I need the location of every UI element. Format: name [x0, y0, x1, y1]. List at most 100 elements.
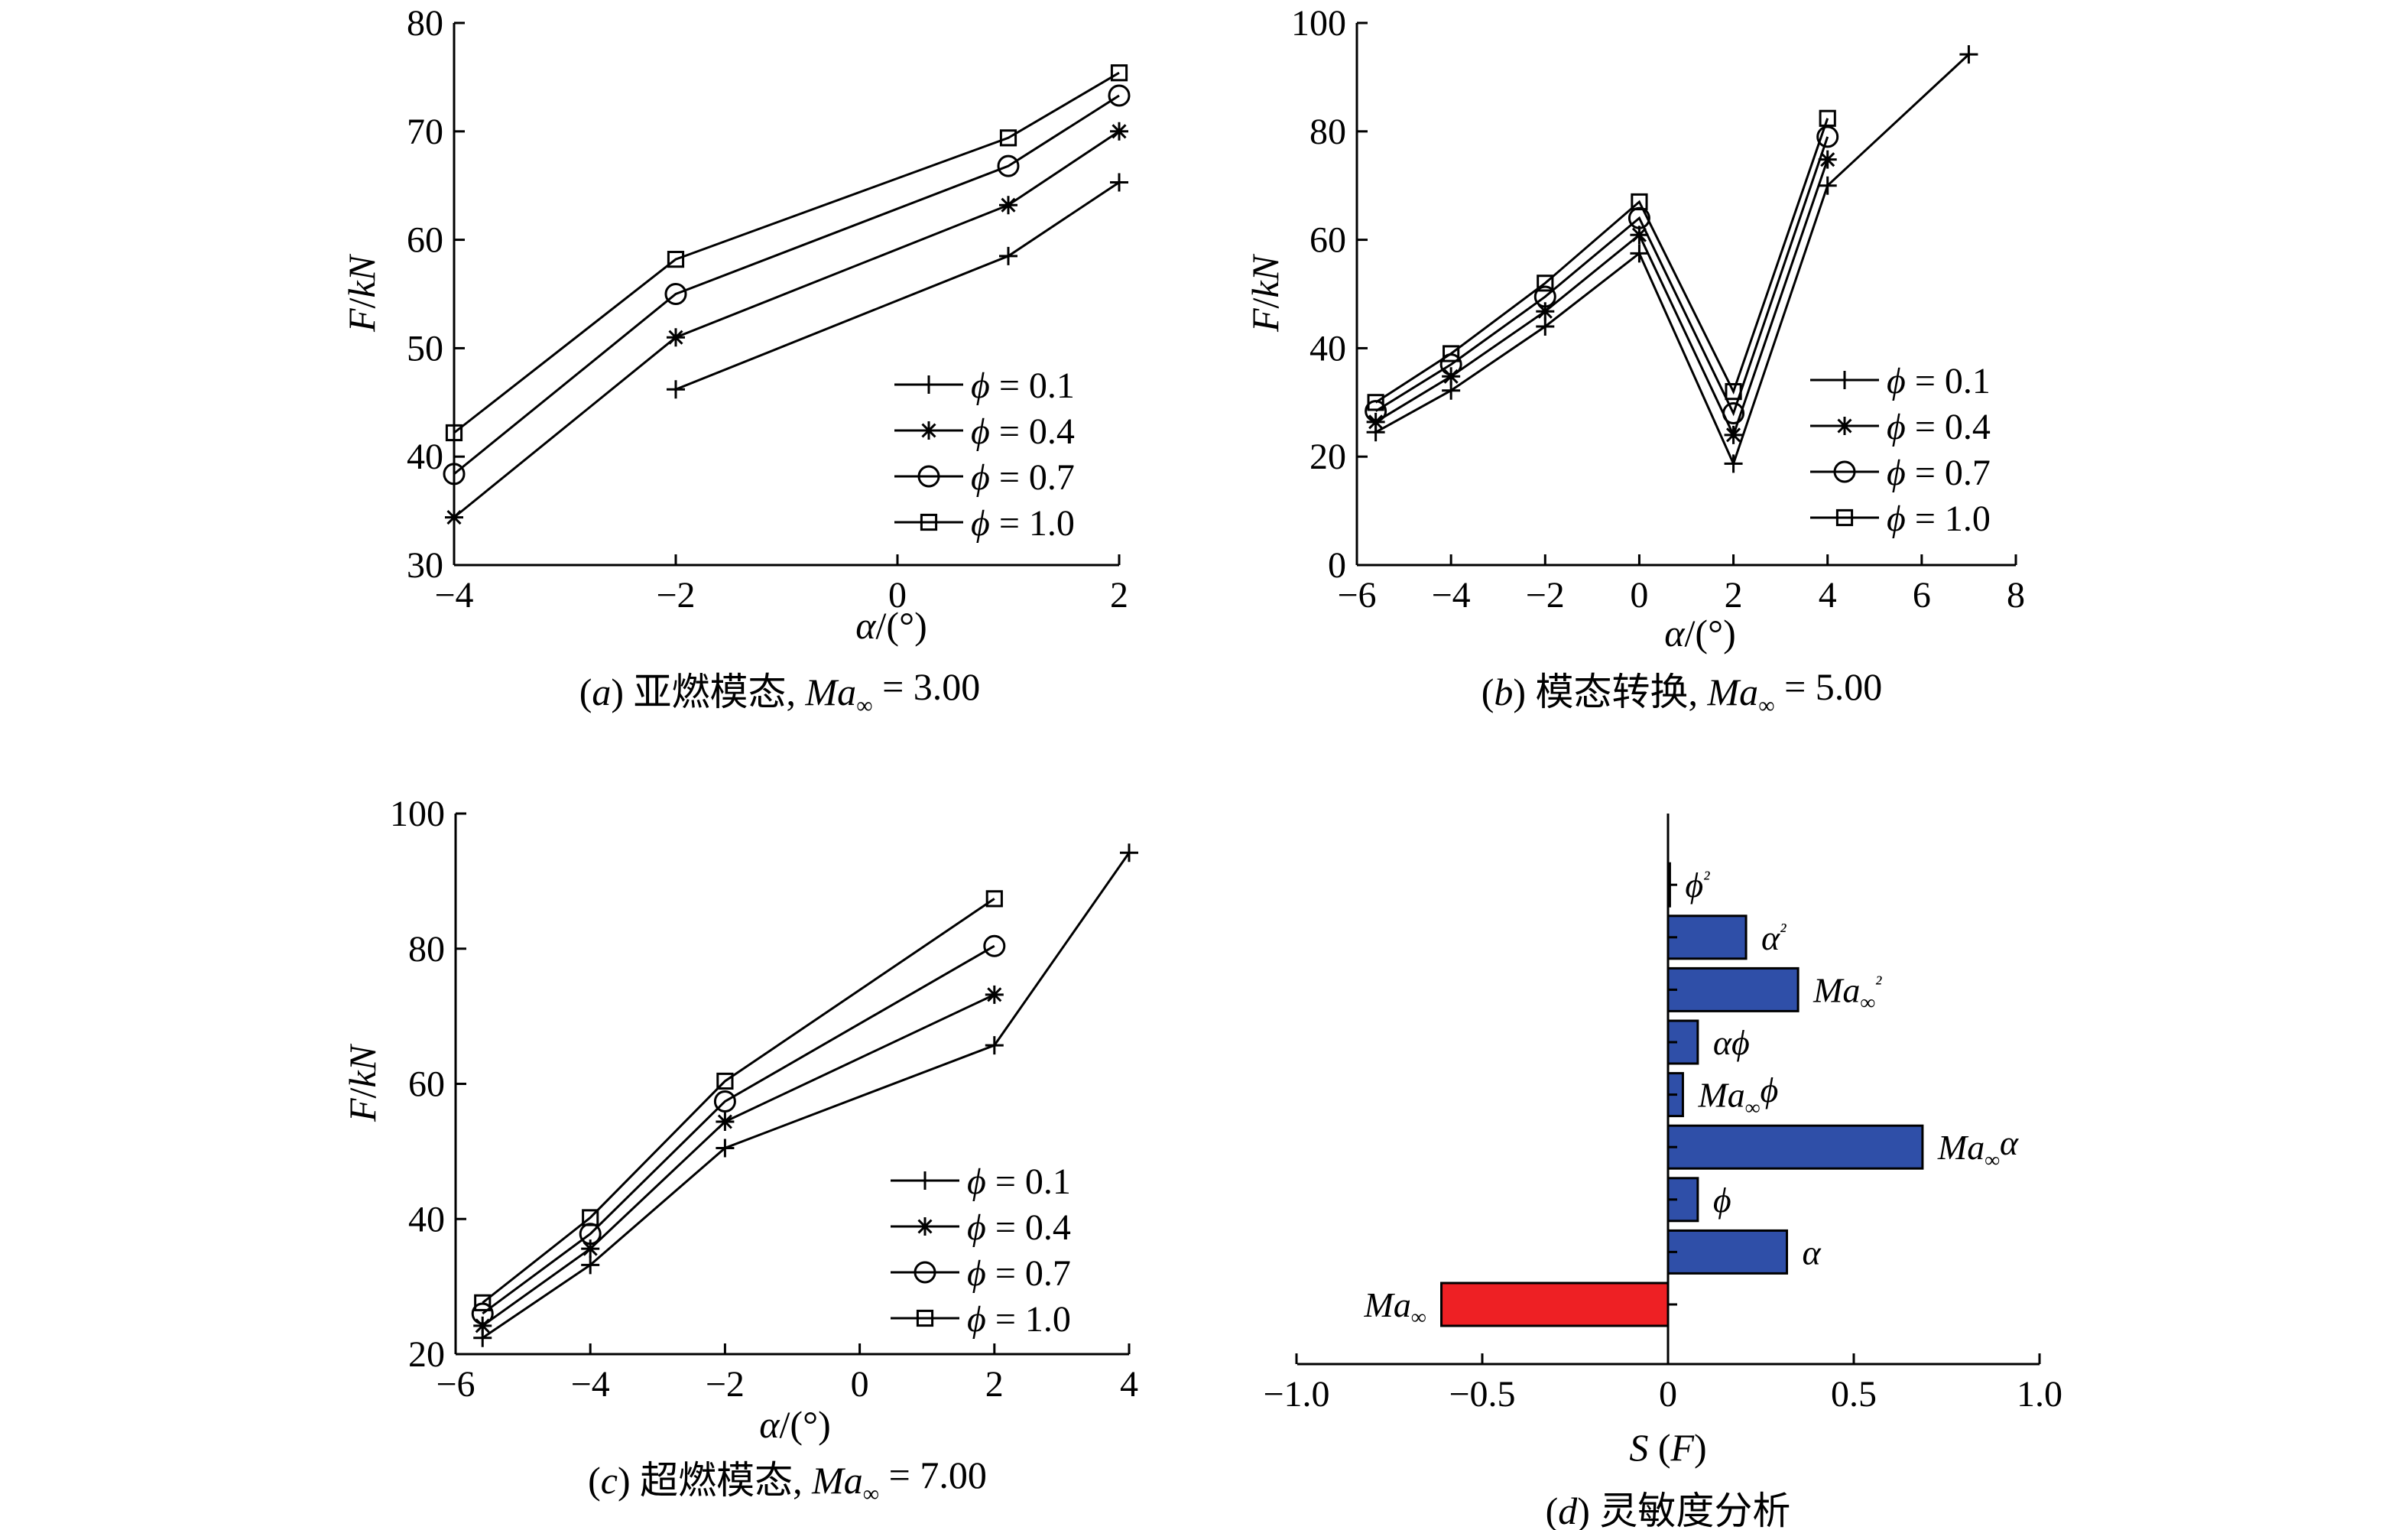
data-point-circle	[713, 1090, 736, 1113]
y-tick-label: 40	[1309, 328, 1346, 369]
series-line	[482, 993, 995, 1327]
data-point-star	[999, 196, 1017, 215]
data-point-square	[1443, 345, 1460, 362]
x-tick-label: 0	[1659, 1374, 1677, 1415]
series-square	[474, 890, 1003, 1311]
data-point-plus	[1818, 176, 1837, 195]
data-point-star	[667, 328, 685, 347]
x-tick-label: 8	[2007, 575, 2025, 616]
data-point-star	[1818, 150, 1837, 169]
x-tick-label: −2	[706, 1364, 745, 1405]
x-tick-label: 1.0	[2017, 1374, 2062, 1415]
legend-marker-plus	[916, 1171, 934, 1190]
bar-label: α	[1803, 1233, 1822, 1272]
data-point-star	[581, 1239, 600, 1259]
legend-entry-label: ϕ = 0.4	[1887, 407, 1991, 447]
y-tick-label: 20	[408, 1334, 445, 1375]
y-tick-label: 100	[1291, 3, 1346, 44]
legend-entry-label: ϕ = 0.4	[967, 1207, 1071, 1248]
x-tick-label: −1.0	[1263, 1374, 1329, 1415]
y-tick-label: 60	[407, 220, 443, 261]
bar-label: Ma∞	[1364, 1285, 1426, 1329]
data-point-star	[473, 1316, 492, 1335]
panel-caption: (c) 超燃模态, Ma∞ = 7.00	[588, 1454, 987, 1507]
data-point-star	[1536, 302, 1555, 321]
bar	[1666, 914, 1748, 960]
bar	[1666, 1177, 1699, 1223]
legend: ϕ = 0.1 ϕ = 0.4 ϕ = 0.7 ϕ = 1.0	[894, 365, 1075, 544]
x-tick-label: 6	[1913, 575, 1931, 616]
data-point-square	[1537, 274, 1554, 292]
data-point-square	[985, 890, 1003, 908]
series-line	[1374, 159, 1829, 438]
data-point-square	[1110, 64, 1128, 82]
series-circle	[471, 934, 1006, 1325]
x-tick-label: −0.5	[1449, 1374, 1515, 1415]
x-tick-label: 4	[1819, 575, 1837, 616]
y-tick-label: 80	[408, 929, 445, 970]
legend-entry-label: ϕ = 0.1	[1887, 361, 1991, 401]
series-plus	[473, 843, 1138, 1347]
x-axis-title: α/(°)	[759, 1403, 830, 1446]
panel-caption: (a) 亚燃模态, Ma∞ = 3.00	[579, 665, 981, 719]
series-line	[453, 130, 1120, 518]
data-point-plus	[581, 1256, 600, 1275]
data-point-star	[985, 985, 1004, 1004]
x-tick-label: −2	[1526, 575, 1565, 616]
data-point-square	[1819, 109, 1836, 127]
y-tick-label: 60	[1309, 220, 1346, 261]
legend-marker-circle	[914, 1261, 936, 1284]
legend-entry-label: ϕ = 0.7	[1887, 453, 1991, 493]
y-tick-label: 100	[390, 794, 445, 834]
data-point-star	[1630, 226, 1649, 245]
x-tick-label: 0	[1630, 575, 1648, 616]
data-point-circle	[983, 934, 1006, 957]
series-line	[1374, 118, 1829, 404]
series-square	[1367, 109, 1836, 411]
x-axis-title: α/(°)	[1664, 612, 1735, 655]
data-point-circle	[1816, 125, 1839, 148]
bar-label: α²	[1761, 918, 1787, 957]
y-tick-label: 80	[1309, 112, 1346, 152]
data-point-plus	[985, 1036, 1004, 1055]
y-tick-label: 70	[407, 112, 443, 152]
bar-label: Ma∞²	[1812, 970, 1882, 1014]
series-plus	[1366, 45, 1978, 473]
legend-entry-label: ϕ = 0.1	[971, 365, 1075, 406]
legend-marker-star	[920, 421, 938, 440]
data-point-star	[1110, 122, 1128, 141]
series-line	[482, 944, 995, 1315]
data-point-square	[667, 251, 685, 268]
bar-label: ϕ²	[1685, 866, 1710, 905]
x-tick-label: 2	[1110, 575, 1128, 616]
series-line	[675, 181, 1120, 391]
y-tick-label: 30	[407, 545, 443, 586]
data-point-circle	[443, 463, 466, 486]
legend-entry-label: ϕ = 0.7	[967, 1253, 1071, 1294]
y-tick-label: 0	[1328, 545, 1346, 586]
legend-marker-star	[1835, 417, 1854, 435]
data-point-circle	[1533, 285, 1556, 308]
x-axis-title: S (F)	[1629, 1426, 1706, 1469]
panel-caption: (b) 模态转换, Ma∞ = 5.00	[1481, 665, 1883, 719]
data-point-circle	[997, 154, 1020, 177]
data-point-square	[445, 424, 463, 442]
data-point-plus	[999, 246, 1017, 265]
bar-label: ϕ	[1713, 1181, 1731, 1220]
series-square	[445, 64, 1128, 442]
panel-d-sensitivity-analysis: −1.0 −0.5 0 0.5 1.0S (F)Ma∞αϕMa∞αMa∞ϕαϕMa∞²α…	[1263, 814, 2062, 1530]
data-point-circle	[1722, 401, 1745, 424]
data-point-plus	[1959, 45, 1978, 64]
x-tick-label: 4	[1120, 1364, 1138, 1405]
data-point-circle	[471, 1302, 494, 1325]
legend-marker-square	[920, 513, 938, 531]
series-line	[453, 71, 1120, 434]
legend-marker-plus	[920, 375, 938, 394]
legend-entry-label: ϕ = 1.0	[1887, 499, 1991, 539]
x-tick-label: 2	[1725, 575, 1743, 616]
bar-label: Ma∞ϕ	[1697, 1070, 1778, 1119]
legend: ϕ = 0.1 ϕ = 0.4 ϕ = 0.7 ϕ = 1.0	[1810, 361, 1991, 539]
x-axis-title: α/(°)	[855, 604, 927, 647]
